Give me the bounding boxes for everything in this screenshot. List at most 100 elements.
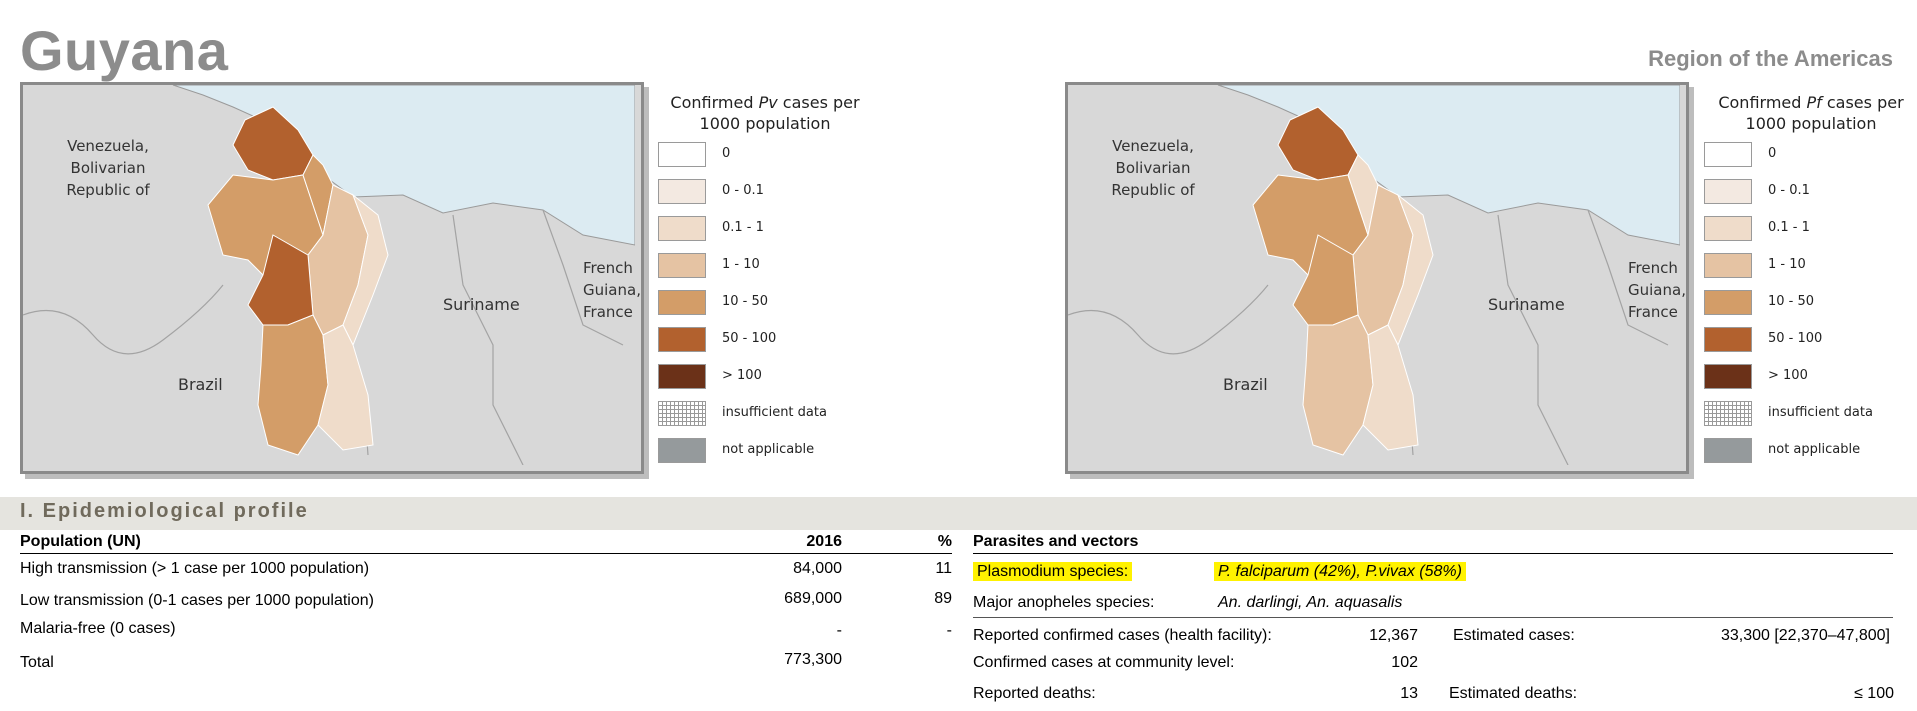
legend-label: not applicable	[1768, 442, 1861, 457]
pop-row-low-value: 689,000	[784, 590, 842, 607]
legend-label: not applicable	[722, 442, 815, 457]
estimated-cases-label: Estimated cases:	[1453, 627, 1575, 644]
anopheles-value: An. darlingi, An. aquasalis	[1218, 594, 1403, 611]
legend-rows: 0 0 - 0.1 0.1 - 1 1 - 10 10 - 50 50 - 100 > 10…	[650, 142, 880, 475]
legend-title-pv: Confirmed Pv cases per 1000 population	[650, 92, 880, 134]
pop-row-free-label: Malaria-free (0 cases)	[20, 620, 176, 637]
label-french-line2: Guiana,	[583, 281, 641, 299]
legend-swatch	[1704, 179, 1752, 204]
legend-title-pre: Confirmed	[1718, 93, 1807, 112]
legend-swatch	[658, 253, 706, 278]
community-cases-label: Confirmed cases at community level:	[973, 654, 1235, 671]
label-french-line3: France	[1628, 303, 1678, 321]
label-french-line3: France	[583, 303, 633, 321]
reported-cases-value: 12,367	[1369, 627, 1418, 644]
legend-item: > 100	[650, 364, 880, 401]
label-venezuela-line1: Venezuela,	[1112, 137, 1194, 155]
legend-swatch	[658, 364, 706, 389]
legend-item: insufficient data	[650, 401, 880, 438]
legend-item: > 100	[1696, 364, 1917, 401]
legend-label: > 100	[1768, 368, 1808, 383]
legend-label: 0.1 - 1	[1768, 220, 1810, 235]
region-east-south	[1362, 324, 1419, 451]
legend-title-pf: Confirmed Pf cases per 1000 population	[1696, 92, 1917, 134]
legend-label: insufficient data	[722, 405, 827, 420]
population-header: Population (UN)	[20, 533, 141, 550]
legend-swatch	[1704, 364, 1752, 389]
legend-pv: Confirmed Pv cases per 1000 population 0…	[650, 92, 880, 475]
label-venezuela: Venezuela, Bolivarian Republic of	[53, 135, 163, 201]
legend-label: 0 - 0.1	[1768, 183, 1810, 198]
legend-label: 10 - 50	[1768, 294, 1815, 309]
legend-label: 0	[722, 146, 731, 161]
label-french-line1: French	[583, 259, 633, 277]
legend-swatch	[658, 438, 706, 463]
plasmodium-value: P. falciparum (42%), P.vivax (58%)	[1214, 562, 1466, 581]
estimated-cases-value: 33,300 [22,370–47,800]	[1720, 627, 1890, 644]
community-cases-value: 102	[1391, 654, 1418, 671]
map-pf-svg	[1068, 85, 1680, 465]
reported-deaths-value: 13	[1400, 685, 1418, 702]
label-venezuela: Venezuela, Bolivarian Republic of	[1098, 135, 1208, 201]
legend-rows: 0 0 - 0.1 0.1 - 1 1 - 10 10 - 50 50 - 100 > 10…	[1696, 142, 1917, 475]
pop-row-low-pct: 89	[934, 590, 952, 607]
anopheles-label: Major anopheles species:	[973, 594, 1155, 611]
legend-item: 0 - 0.1	[650, 179, 880, 216]
population-year-header: 2016	[806, 533, 842, 550]
legend-item: 10 - 50	[650, 290, 880, 327]
legend-item: 0.1 - 1	[1696, 216, 1917, 253]
label-venezuela-line3: Republic of	[1111, 181, 1195, 199]
legend-item: 0 - 0.1	[1696, 179, 1917, 216]
region-east-south	[317, 324, 374, 451]
legend-title-post: cases per 1000 population	[699, 93, 860, 133]
legend-pf: Confirmed Pf cases per 1000 population 0…	[1696, 92, 1917, 475]
legend-item: not applicable	[650, 438, 880, 475]
legend-swatch	[658, 327, 706, 352]
legend-label: 1 - 10	[1768, 257, 1806, 272]
section-title: I. Epidemiological profile	[20, 500, 309, 522]
label-venezuela-line3: Republic of	[66, 181, 150, 199]
map-pv: Venezuela, Bolivarian Republic of Surina…	[20, 82, 644, 474]
legend-title-post: cases per 1000 population	[1745, 93, 1904, 133]
pop-row-total-label: Total	[20, 654, 54, 671]
label-suriname: Suriname	[1488, 295, 1565, 314]
legend-label: 10 - 50	[722, 294, 769, 309]
pop-row-high-label: High transmission (> 1 case per 1000 pop…	[20, 560, 370, 577]
plasmodium-value-text: P. falciparum (42%), P.vivax (58%)	[1214, 562, 1466, 581]
parasites-header: Parasites and vectors	[973, 533, 1139, 550]
legend-swatch	[1704, 142, 1752, 167]
legend-item: 1 - 10	[1696, 253, 1917, 290]
plasmodium-label-text: Plasmodium species:	[973, 562, 1133, 581]
legend-label: > 100	[722, 368, 762, 383]
legend-item: 10 - 50	[1696, 290, 1917, 327]
label-french-line2: Guiana,	[1628, 281, 1686, 299]
reported-cases-label: Reported confirmed cases (health facilit…	[973, 627, 1272, 644]
legend-item: 1 - 10	[650, 253, 880, 290]
label-venezuela-line2: Bolivarian	[70, 159, 146, 177]
label-brazil: Brazil	[178, 375, 223, 394]
label-venezuela-line1: Venezuela,	[67, 137, 149, 155]
legend-label: 50 - 100	[1768, 331, 1823, 346]
reported-deaths-label: Reported deaths:	[973, 685, 1096, 702]
legend-item: 50 - 100	[1696, 327, 1917, 364]
legend-swatch	[658, 179, 706, 204]
legend-item: 0	[650, 142, 880, 179]
legend-label: 0 - 0.1	[722, 183, 764, 198]
pop-row-free-pct: -	[946, 622, 952, 639]
parasites-mid-rule	[973, 617, 1893, 618]
legend-item: 0.1 - 1	[650, 216, 880, 253]
legend-swatch	[1704, 216, 1752, 241]
pop-row-free-value: -	[836, 622, 842, 639]
legend-title-pre: Confirmed	[670, 93, 759, 112]
legend-swatch	[658, 216, 706, 241]
legend-swatch	[1704, 327, 1752, 352]
legend-label: 1 - 10	[722, 257, 760, 272]
legend-title-em: Pf	[1806, 93, 1822, 112]
legend-swatch	[1704, 290, 1752, 315]
parasites-header-rule	[973, 553, 1893, 554]
estimated-deaths-label: Estimated deaths:	[1449, 685, 1578, 702]
legend-label: 0.1 - 1	[722, 220, 764, 235]
country-title: Guyana	[20, 19, 229, 82]
label-suriname: Suriname	[443, 295, 520, 314]
map-pf: Venezuela, Bolivarian Republic of Surina…	[1065, 82, 1689, 474]
